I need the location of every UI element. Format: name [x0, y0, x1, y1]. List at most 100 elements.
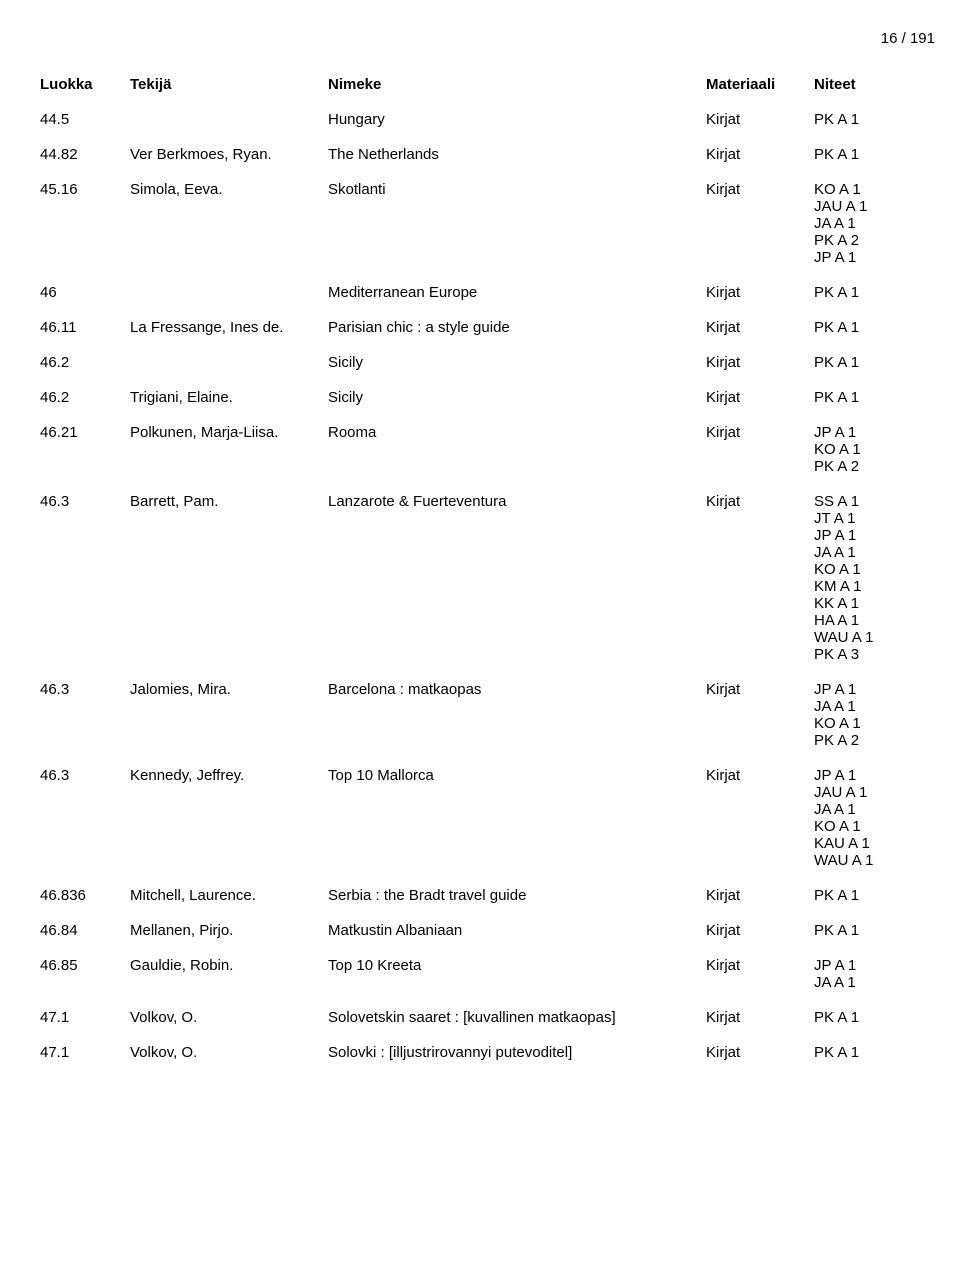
cell-luokka: 46.2	[40, 340, 130, 375]
cell-nimeke: Solovetskin saaret : [kuvallinen matkaop…	[328, 995, 706, 1030]
cell-nimeke: The Netherlands	[328, 132, 706, 167]
header-tekija: Tekijä	[130, 72, 328, 107]
niteet-value: PK A 1	[814, 146, 932, 163]
table-row: 44.82Ver Berkmoes, Ryan.The NetherlandsK…	[40, 132, 940, 167]
cell-tekija: Volkov, O.	[130, 995, 328, 1030]
niteet-value: KAU A 1	[814, 835, 932, 852]
niteet-value: SS A 1	[814, 493, 932, 510]
cell-tekija: La Fressange, Ines de.	[130, 305, 328, 340]
niteet-value: KO A 1	[814, 441, 932, 458]
cell-niteet: PK A 1	[814, 340, 940, 375]
niteet-value: PK A 2	[814, 458, 932, 475]
page-number: 16 / 191	[40, 30, 940, 47]
cell-nimeke: Hungary	[328, 107, 706, 132]
niteet-value: PK A 1	[814, 354, 932, 371]
table-row: 47.1Volkov, O.Solovki : [illjustrirovann…	[40, 1030, 940, 1065]
niteet-value: KO A 1	[814, 715, 932, 732]
niteet-value: PK A 1	[814, 1044, 932, 1061]
niteet-value: JT A 1	[814, 510, 932, 527]
cell-nimeke: Serbia : the Bradt travel guide	[328, 873, 706, 908]
niteet-value: PK A 1	[814, 319, 932, 336]
cell-materiaali: Kirjat	[706, 375, 814, 410]
table-row: 46.84Mellanen, Pirjo.Matkustin Albaniaan…	[40, 908, 940, 943]
cell-nimeke: Mediterranean Europe	[328, 270, 706, 305]
cell-materiaali: Kirjat	[706, 132, 814, 167]
cell-niteet: PK A 1	[814, 873, 940, 908]
cell-luokka: 46.11	[40, 305, 130, 340]
cell-materiaali: Kirjat	[706, 167, 814, 270]
cell-luokka: 46.2	[40, 375, 130, 410]
table-row: 46.3Jalomies, Mira.Barcelona : matkaopas…	[40, 667, 940, 753]
table-row: 46.21Polkunen, Marja-Liisa.RoomaKirjatJP…	[40, 410, 940, 479]
cell-materiaali: Kirjat	[706, 995, 814, 1030]
cell-nimeke: Top 10 Kreeta	[328, 943, 706, 995]
cell-tekija: Mellanen, Pirjo.	[130, 908, 328, 943]
cell-tekija	[130, 270, 328, 305]
cell-niteet: PK A 1	[814, 1030, 940, 1065]
cell-nimeke: Rooma	[328, 410, 706, 479]
cell-tekija	[130, 340, 328, 375]
table-row: 45.16Simola, Eeva.SkotlantiKirjatKO A 1J…	[40, 167, 940, 270]
cell-materiaali: Kirjat	[706, 873, 814, 908]
cell-nimeke: Sicily	[328, 340, 706, 375]
cell-materiaali: Kirjat	[706, 908, 814, 943]
cell-luokka: 47.1	[40, 995, 130, 1030]
cell-luokka: 46.3	[40, 479, 130, 667]
cell-niteet: KO A 1JAU A 1JA A 1PK A 2JP A 1	[814, 167, 940, 270]
cell-materiaali: Kirjat	[706, 753, 814, 873]
table-row: 46 Mediterranean EuropeKirjatPK A 1	[40, 270, 940, 305]
niteet-value: JP A 1	[814, 957, 932, 974]
table-body: 44.5HungaryKirjatPK A 144.82Ver Berkmoes…	[40, 107, 940, 1065]
niteet-value: JP A 1	[814, 767, 932, 784]
cell-luokka: 46	[40, 270, 130, 305]
niteet-value: JP A 1	[814, 249, 932, 266]
cell-nimeke: Barcelona : matkaopas	[328, 667, 706, 753]
niteet-value: PK A 1	[814, 1009, 932, 1026]
cell-luokka: 45.16	[40, 167, 130, 270]
niteet-value: KO A 1	[814, 818, 932, 835]
cell-luokka: 44.82	[40, 132, 130, 167]
table-row: 46.2 SicilyKirjatPK A 1	[40, 340, 940, 375]
cell-luokka: 46.3	[40, 667, 130, 753]
niteet-value: JA A 1	[814, 544, 932, 561]
cell-materiaali: Kirjat	[706, 340, 814, 375]
niteet-value: JA A 1	[814, 801, 932, 818]
cell-materiaali: Kirjat	[706, 1030, 814, 1065]
cell-tekija: Kennedy, Jeffrey.	[130, 753, 328, 873]
niteet-value: KM A 1	[814, 578, 932, 595]
cell-nimeke: Lanzarote & Fuerteventura	[328, 479, 706, 667]
cell-niteet: PK A 1	[814, 132, 940, 167]
cell-luokka: 46.21	[40, 410, 130, 479]
table-row: 46.836Mitchell, Laurence.Serbia : the Br…	[40, 873, 940, 908]
cell-tekija: Trigiani, Elaine.	[130, 375, 328, 410]
cell-materiaali: Kirjat	[706, 270, 814, 305]
niteet-value: PK A 2	[814, 732, 932, 749]
cell-nimeke: Top 10 Mallorca	[328, 753, 706, 873]
cell-luokka: 46.85	[40, 943, 130, 995]
cell-luokka: 46.836	[40, 873, 130, 908]
cell-nimeke: Parisian chic : a style guide	[328, 305, 706, 340]
cell-niteet: JP A 1KO A 1PK A 2	[814, 410, 940, 479]
niteet-value: PK A 2	[814, 232, 932, 249]
cell-niteet: JP A 1JAU A 1JA A 1KO A 1KAU A 1WAU A 1	[814, 753, 940, 873]
header-materiaali: Materiaali	[706, 72, 814, 107]
table-row: 46.11La Fressange, Ines de.Parisian chic…	[40, 305, 940, 340]
cell-nimeke: Skotlanti	[328, 167, 706, 270]
header-luokka: Luokka	[40, 72, 130, 107]
cell-luokka: 46.84	[40, 908, 130, 943]
header-niteet: Niteet	[814, 72, 940, 107]
cell-luokka: 44.5	[40, 107, 130, 132]
cell-materiaali: Kirjat	[706, 667, 814, 753]
cell-nimeke: Matkustin Albaniaan	[328, 908, 706, 943]
cell-tekija: Ver Berkmoes, Ryan.	[130, 132, 328, 167]
cell-niteet: PK A 1	[814, 107, 940, 132]
niteet-value: JA A 1	[814, 974, 932, 991]
cell-tekija: Gauldie, Robin.	[130, 943, 328, 995]
cell-tekija: Barrett, Pam.	[130, 479, 328, 667]
niteet-value: PK A 1	[814, 284, 932, 301]
cell-materiaali: Kirjat	[706, 305, 814, 340]
cell-tekija: Polkunen, Marja-Liisa.	[130, 410, 328, 479]
table-row: 46.3Kennedy, Jeffrey.Top 10 MallorcaKirj…	[40, 753, 940, 873]
cell-luokka: 47.1	[40, 1030, 130, 1065]
cell-niteet: PK A 1	[814, 375, 940, 410]
